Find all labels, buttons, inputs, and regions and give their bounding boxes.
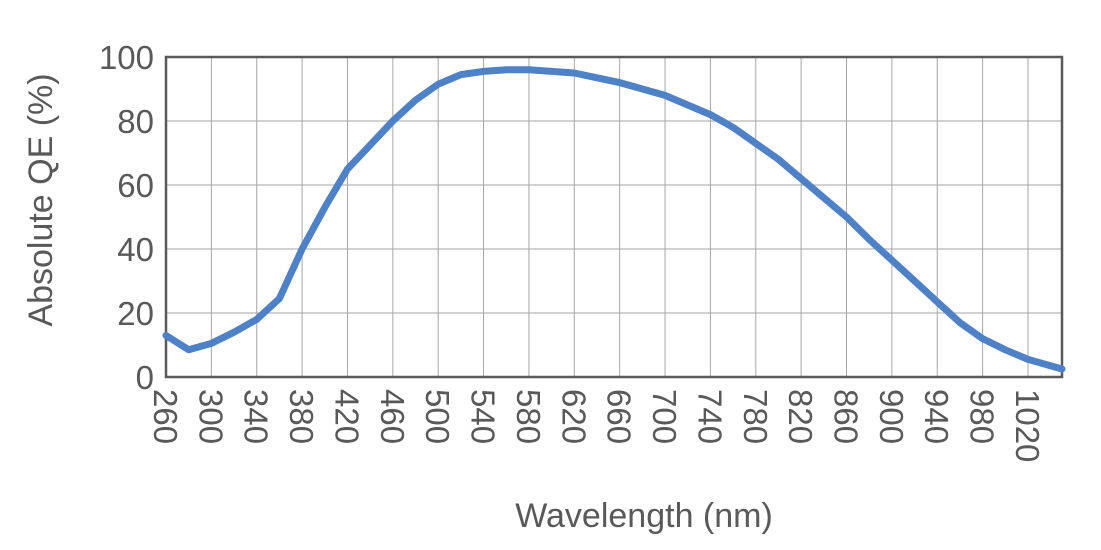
x-tick-label: 740 — [691, 389, 728, 444]
qe-series-line — [162, 66, 1066, 373]
x-tick-label: 620 — [555, 389, 592, 444]
x-tick-label: 780 — [737, 389, 774, 444]
x-tick-label: 340 — [238, 389, 275, 444]
y-tick-label: 80 — [117, 103, 154, 140]
x-tick-label: 980 — [964, 389, 1001, 444]
x-tick-label: 580 — [510, 389, 547, 444]
y-tick-label: 40 — [117, 231, 154, 268]
x-tick-label: 900 — [873, 389, 910, 444]
x-tick-label: 380 — [283, 389, 320, 444]
y-tick-label: 60 — [117, 167, 154, 204]
x-tick-label: 700 — [646, 389, 683, 444]
x-tick-label: 420 — [328, 389, 365, 444]
y-axis-title: Absolute QE (%) — [22, 73, 60, 326]
x-tick-label: 540 — [465, 389, 502, 444]
x-tick-label: 460 — [374, 389, 411, 444]
y-tick-label: 20 — [117, 295, 154, 332]
x-axis-ticks: 260 300 340 380 420 460 500 540 580 620 660 700 740 7… — [147, 389, 1046, 462]
x-tick-label: 660 — [601, 389, 638, 444]
x-tick-label: 500 — [419, 389, 456, 444]
x-tick-label: 260 — [147, 389, 184, 444]
plot-frame — [164, 55, 1064, 379]
x-tick-label: 820 — [782, 389, 819, 444]
x-tick-label: 860 — [828, 389, 865, 444]
x-tick-label: 940 — [918, 389, 955, 444]
y-tick-label: 0 — [136, 359, 154, 396]
y-tick-label: 100 — [99, 39, 154, 76]
x-tick-label: 1020 — [1009, 389, 1046, 462]
series-layer — [162, 66, 1066, 373]
x-axis-title: Wavelength (nm) — [515, 497, 773, 535]
grid — [165, 56, 1062, 378]
x-tick-label: 300 — [192, 389, 229, 444]
y-axis-ticks: 0 20 40 60 80 100 — [99, 39, 154, 396]
